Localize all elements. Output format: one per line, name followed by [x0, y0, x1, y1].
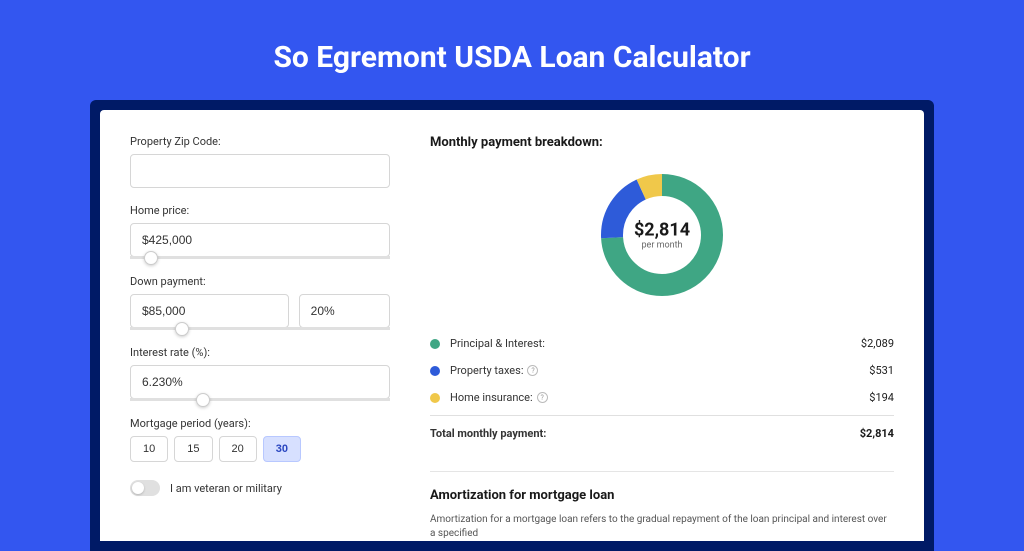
veteran-label: I am veteran or military: [170, 482, 282, 495]
hero: So Egremont USDA Loan Calculator: [0, 0, 1024, 100]
legend-row-total: Total monthly payment: $2,814: [430, 415, 894, 447]
period-label: Mortgage period (years):: [130, 417, 390, 430]
home-price-input[interactable]: [130, 223, 390, 257]
home-price-slider-thumb[interactable]: [144, 251, 158, 265]
legend-dot-taxes: [430, 366, 440, 376]
home-price-group: Home price:: [130, 204, 390, 259]
zip-label: Property Zip Code:: [130, 135, 390, 148]
period-group: Mortgage period (years): 10 15 20 30: [130, 417, 390, 462]
down-payment-pct-input[interactable]: [299, 294, 390, 328]
donut-chart-wrap: $2,814 per month: [430, 170, 894, 300]
interest-slider[interactable]: [130, 398, 390, 401]
veteran-toggle[interactable]: [130, 480, 160, 496]
period-btn-30[interactable]: 30: [263, 436, 301, 462]
zip-field-group: Property Zip Code:: [130, 135, 390, 188]
down-payment-slider-thumb[interactable]: [175, 322, 189, 336]
interest-input[interactable]: [130, 365, 390, 399]
veteran-toggle-row: I am veteran or military: [130, 480, 390, 496]
donut-sublabel: per month: [634, 241, 690, 251]
legend: Principal & Interest: $2,089 Property ta…: [430, 330, 894, 447]
amortization-title: Amortization for mortgage loan: [430, 488, 894, 503]
down-payment-amount-input[interactable]: [130, 294, 289, 328]
amortization-text: Amortization for a mortgage loan refers …: [430, 513, 894, 541]
legend-row-insurance: Home insurance: ? $194: [430, 384, 894, 411]
legend-value-insurance: $194: [869, 391, 894, 404]
interest-slider-thumb[interactable]: [196, 393, 210, 407]
period-btn-10[interactable]: 10: [130, 436, 168, 462]
donut-chart: $2,814 per month: [597, 170, 727, 300]
amortization-section: Amortization for mortgage loan Amortizat…: [430, 471, 894, 541]
donut-amount: $2,814: [634, 220, 690, 241]
legend-dot-insurance: [430, 393, 440, 403]
legend-row-taxes: Property taxes: ? $531: [430, 357, 894, 384]
down-payment-label: Down payment:: [130, 275, 390, 288]
home-price-label: Home price:: [130, 204, 390, 217]
legend-dot-principal: [430, 339, 440, 349]
legend-label-total: Total monthly payment:: [430, 427, 860, 440]
home-price-slider[interactable]: [130, 256, 390, 259]
page-title: So Egremont USDA Loan Calculator: [20, 40, 1004, 75]
period-btn-15[interactable]: 15: [174, 436, 212, 462]
legend-label-insurance: Home insurance: ?: [450, 391, 869, 404]
legend-value-total: $2,814: [860, 427, 894, 440]
form-column: Property Zip Code: Home price: Down paym…: [130, 135, 390, 541]
period-buttons: 10 15 20 30: [130, 436, 390, 462]
down-payment-group: Down payment:: [130, 275, 390, 330]
calculator-panel: Property Zip Code: Home price: Down paym…: [100, 110, 924, 541]
panel-wrapper: Property Zip Code: Home price: Down paym…: [90, 100, 934, 551]
interest-group: Interest rate (%):: [130, 346, 390, 401]
info-icon[interactable]: ?: [537, 392, 548, 403]
interest-label: Interest rate (%):: [130, 346, 390, 359]
info-icon[interactable]: ?: [527, 365, 538, 376]
legend-value-principal: $2,089: [861, 337, 894, 350]
zip-input[interactable]: [130, 154, 390, 188]
legend-value-taxes: $531: [869, 364, 894, 377]
legend-label-principal: Principal & Interest:: [450, 337, 861, 350]
breakdown-title: Monthly payment breakdown:: [430, 135, 894, 150]
down-payment-slider[interactable]: [130, 327, 390, 330]
breakdown-column: Monthly payment breakdown: $2,814 per mo…: [430, 135, 894, 541]
legend-row-principal: Principal & Interest: $2,089: [430, 330, 894, 357]
period-btn-20[interactable]: 20: [219, 436, 257, 462]
legend-label-taxes: Property taxes: ?: [450, 364, 869, 377]
